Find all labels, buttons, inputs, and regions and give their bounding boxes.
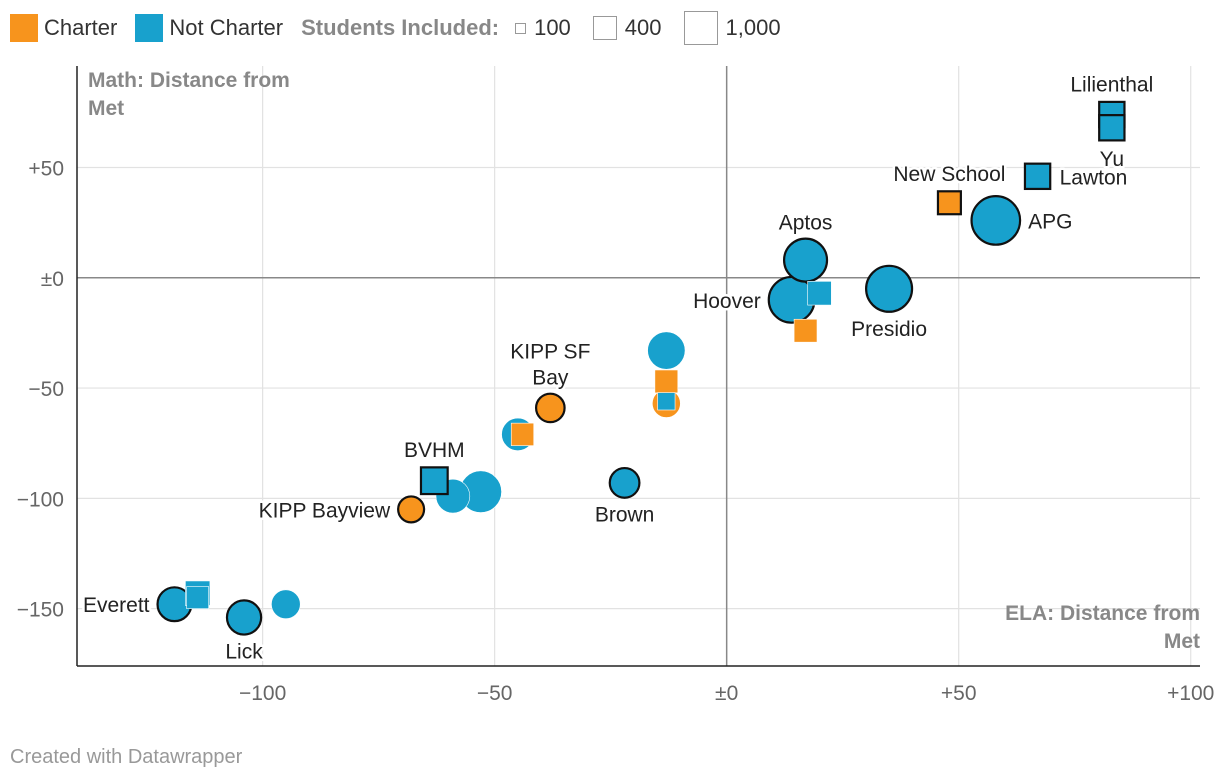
apg-not-charter-circle-mark xyxy=(970,195,1022,246)
label-presidio: Presidio xyxy=(851,318,927,341)
brown-not-charter-circle-mark xyxy=(608,466,641,499)
label-kipp-sf-bay-line: KIPP SF xyxy=(510,341,590,364)
legend-item-not-charter[interactable]: Not Charter xyxy=(135,14,283,42)
x-tick-label: −50 xyxy=(477,682,513,705)
y-tick-label: −50 xyxy=(28,378,64,401)
presidio-not-charter-circle-mark xyxy=(865,264,914,313)
size-100-square-icon xyxy=(515,22,527,34)
label-everett: Everett xyxy=(83,594,150,617)
not-charter-swatch-icon xyxy=(135,14,164,42)
new-school-charter-square-mark xyxy=(936,190,962,216)
label-new-school: New School xyxy=(893,163,1005,186)
label-hoover: Hoover xyxy=(693,290,761,313)
label-aptos: Aptos xyxy=(779,212,833,235)
label-kipp-bayview: KIPP Bayview xyxy=(259,499,391,522)
x-tick-label: +50 xyxy=(941,682,977,705)
yu-not-charter-square-mark xyxy=(1098,114,1126,142)
bvhm-not-charter-square-mark xyxy=(419,466,449,496)
charter-swatch-icon xyxy=(10,14,38,42)
size-1000-square-icon xyxy=(683,11,718,45)
label-bvhm: BVHM xyxy=(404,439,465,462)
legend-not-charter-label: Not Charter xyxy=(169,15,284,40)
label-lilienthal: Lilienthal xyxy=(1070,73,1153,96)
charter-square-mark xyxy=(654,369,679,394)
kipp-sf-bay-charter-circle-mark xyxy=(534,392,566,424)
footer-credit: Created with Datawrapper xyxy=(10,746,243,768)
x-tick-label: −100 xyxy=(239,682,286,705)
label-lick: Lick xyxy=(225,641,263,664)
legend-size-title: Students Included: xyxy=(301,15,500,40)
grid xyxy=(77,66,1200,666)
legend-size-400: 400 xyxy=(592,15,662,41)
legend: Charter Not Charter Students Included: 1… xyxy=(10,10,803,46)
x-tick-label: +100 xyxy=(1167,682,1214,705)
lawton-not-charter-square-mark xyxy=(1023,162,1052,191)
y-tick-label: −100 xyxy=(17,488,64,511)
legend-size-1000: 1,000 xyxy=(683,11,781,45)
not-charter-square-mark xyxy=(657,392,676,411)
not-charter-circle-mark xyxy=(647,331,686,370)
y-axis-title: Math: Distance from Met xyxy=(88,69,290,120)
aptos-not-charter-circle-mark xyxy=(782,237,829,283)
legend-item-charter[interactable]: Charter xyxy=(10,14,117,42)
label-kipp-sf-bay-line: Bay xyxy=(532,367,569,390)
lick-not-charter-circle-mark xyxy=(225,599,263,636)
legend-size-400-label: 400 xyxy=(624,15,662,40)
axes: −100 −50 ±0 +50 +100 +50 ±0 −50 −100 −150 xyxy=(17,66,1214,705)
not-charter-square-mark xyxy=(186,586,209,609)
legend-size-1000-label: 1,000 xyxy=(725,15,781,40)
size-400-square-icon xyxy=(592,16,617,40)
y-tick-label: −150 xyxy=(17,599,64,622)
charter-square-mark xyxy=(510,422,535,446)
scatter-chart: −100 −50 ±0 +50 +100 +50 ±0 −50 −100 −150 Math: D… xyxy=(17,66,1214,705)
label-yu: Yu xyxy=(1100,148,1125,171)
legend-size-100-label: 100 xyxy=(534,15,571,40)
label-brown: Brown xyxy=(595,504,655,527)
not-charter-circle-mark xyxy=(271,589,301,619)
label-apg: APG xyxy=(1028,210,1072,233)
legend-size-100: 100 xyxy=(515,15,571,41)
y-tick-label: ±0 xyxy=(41,268,64,291)
label-lawton: Lawton xyxy=(1060,166,1128,189)
kipp-bayview-charter-circle-mark xyxy=(397,495,426,524)
x-tick-label: ±0 xyxy=(715,682,738,705)
legend-charter-label: Charter xyxy=(44,15,118,40)
not-charter-square-mark xyxy=(807,281,832,306)
data-points xyxy=(156,100,1126,636)
x-axis-title: ELA: Distance from Met xyxy=(1005,602,1200,653)
charter-square-mark xyxy=(793,318,818,343)
y-tick-label: +50 xyxy=(28,157,64,180)
